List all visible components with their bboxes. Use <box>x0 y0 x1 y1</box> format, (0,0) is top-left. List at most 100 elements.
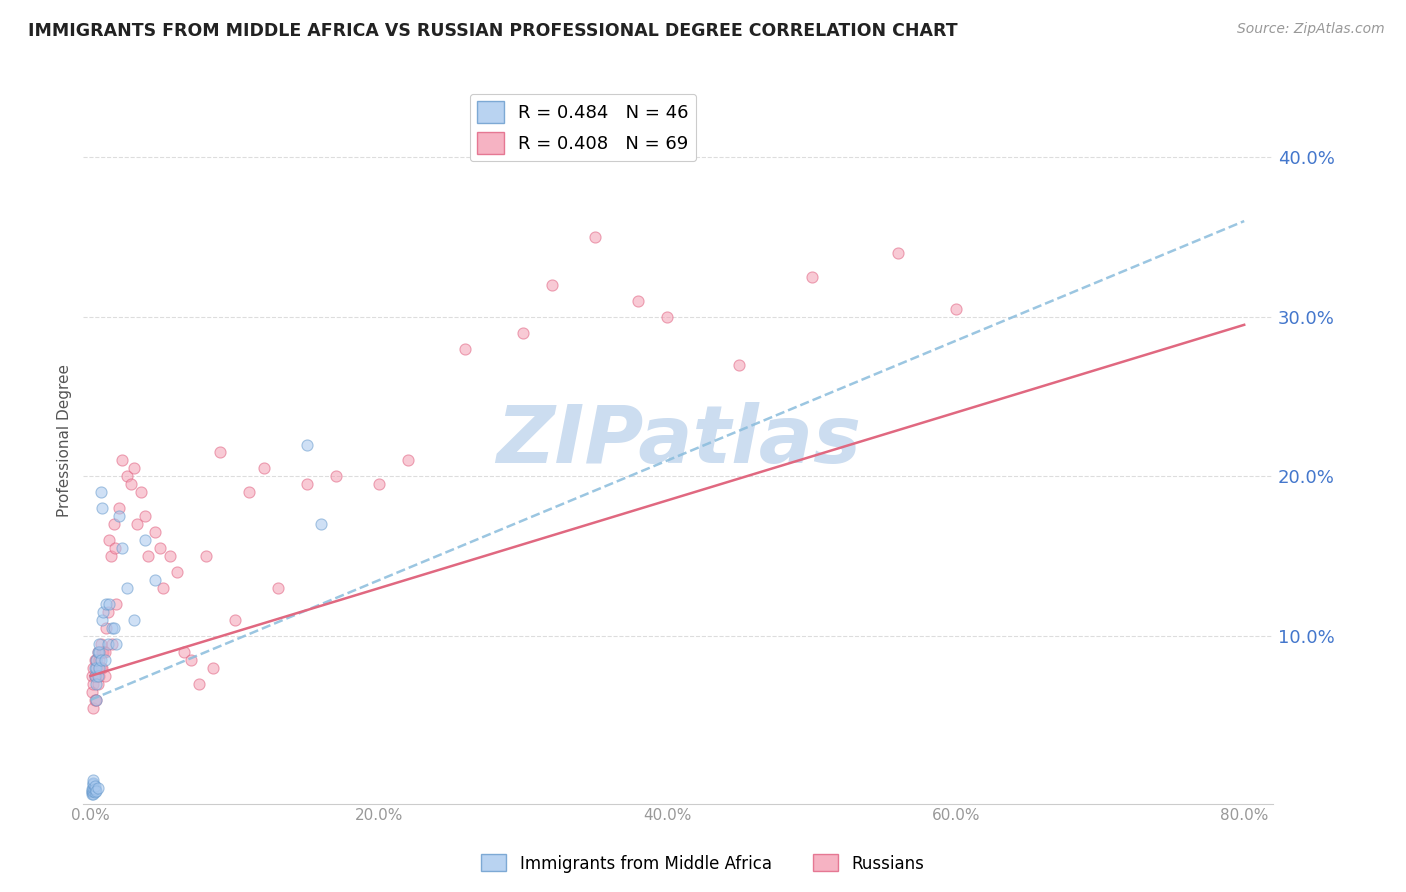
Point <box>108 509 131 524</box>
Point <box>945 301 967 316</box>
Point <box>800 269 823 284</box>
Point <box>82 776 104 790</box>
Point <box>90 485 112 500</box>
Point <box>728 358 751 372</box>
Point <box>96 621 118 635</box>
Legend: R = 0.484   N = 46, R = 0.408   N = 69: R = 0.484 N = 46, R = 0.408 N = 69 <box>470 94 696 161</box>
Point <box>180 653 202 667</box>
Text: Source: ZipAtlas.com: Source: ZipAtlas.com <box>1237 22 1385 37</box>
Point <box>129 485 152 500</box>
Point <box>108 501 131 516</box>
Point <box>90 661 112 675</box>
Point <box>202 661 225 675</box>
Point <box>627 293 650 308</box>
Point <box>103 621 125 635</box>
Point <box>82 661 104 675</box>
Point <box>149 541 172 556</box>
Point <box>93 605 115 619</box>
Point <box>98 597 121 611</box>
Point <box>152 581 174 595</box>
Point <box>194 549 217 564</box>
Point <box>136 549 159 564</box>
Point <box>83 669 105 683</box>
Point <box>89 653 111 667</box>
Point <box>125 517 148 532</box>
Point <box>82 784 104 798</box>
Point <box>84 693 107 707</box>
Point <box>122 613 145 627</box>
Point <box>94 653 117 667</box>
Point <box>309 517 332 532</box>
Point <box>541 277 564 292</box>
Text: IMMIGRANTS FROM MIDDLE AFRICA VS RUSSIAN PROFESSIONAL DEGREE CORRELATION CHART: IMMIGRANTS FROM MIDDLE AFRICA VS RUSSIAN… <box>28 22 957 40</box>
Point <box>89 645 111 659</box>
Point <box>104 541 127 556</box>
Point <box>145 525 167 540</box>
Point <box>122 461 145 475</box>
Point <box>89 669 111 683</box>
Point <box>80 782 103 797</box>
Point <box>396 453 419 467</box>
Point <box>86 780 108 795</box>
Point <box>115 469 138 483</box>
Point <box>887 246 910 260</box>
Point <box>82 677 104 691</box>
Point <box>86 677 108 691</box>
Point <box>84 784 107 798</box>
Point <box>159 549 181 564</box>
Point <box>80 784 103 798</box>
Point <box>90 653 112 667</box>
Point <box>238 485 260 500</box>
Point <box>86 645 108 659</box>
Point <box>368 477 391 491</box>
Point <box>84 677 107 691</box>
Point <box>82 772 104 787</box>
Point <box>115 581 138 595</box>
Point <box>97 605 120 619</box>
Point <box>103 517 125 532</box>
Point <box>80 785 103 799</box>
Point <box>267 581 290 595</box>
Text: ZIPatlas: ZIPatlas <box>496 401 860 480</box>
Point <box>84 661 107 675</box>
Point <box>94 669 117 683</box>
Point <box>86 645 108 659</box>
Point <box>166 565 188 579</box>
Point <box>97 637 120 651</box>
Point <box>187 677 209 691</box>
Point <box>83 785 105 799</box>
Point <box>295 437 318 451</box>
Point <box>96 597 118 611</box>
Point <box>93 645 115 659</box>
Point <box>83 669 105 683</box>
Point <box>84 653 107 667</box>
Point <box>101 621 124 635</box>
Point <box>134 533 156 548</box>
Point <box>325 469 347 483</box>
Point <box>82 787 104 801</box>
Point <box>80 669 103 683</box>
Point <box>91 661 114 675</box>
Point <box>105 637 128 651</box>
Point <box>134 509 156 524</box>
Point <box>100 549 122 564</box>
Point <box>83 661 105 675</box>
Point <box>91 613 114 627</box>
Point <box>83 782 105 797</box>
Point <box>101 637 124 651</box>
Point <box>145 573 167 587</box>
Point <box>657 310 679 324</box>
Point <box>84 653 107 667</box>
Point <box>86 661 108 675</box>
Point <box>209 445 232 459</box>
Point <box>512 326 534 340</box>
Point <box>83 779 105 793</box>
Point <box>84 693 107 707</box>
Point <box>91 501 114 516</box>
Point <box>82 701 104 715</box>
Point <box>80 787 103 801</box>
Legend: Immigrants from Middle Africa, Russians: Immigrants from Middle Africa, Russians <box>475 847 931 880</box>
Point <box>120 477 142 491</box>
Point <box>252 461 274 475</box>
Point <box>86 669 108 683</box>
